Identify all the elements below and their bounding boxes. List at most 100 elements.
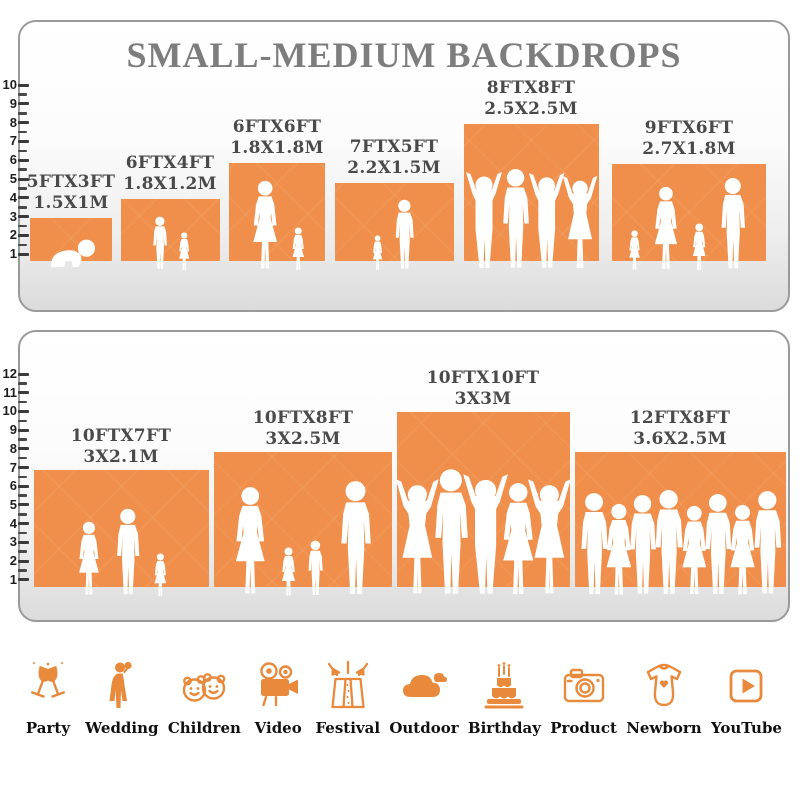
size-m: 3X3M — [454, 389, 512, 409]
category-label: Children — [167, 719, 241, 737]
woman-silhouette — [654, 186, 678, 269]
ruler-number: 5 — [9, 496, 17, 512]
ruler-number: 8 — [9, 440, 17, 456]
bottom-panel: 12 11 10 9 8 7 6 5 4 3 2 1 10FTX7FT 3X2.1M 10FTX8FT… — [3, 330, 792, 622]
woman-silhouette — [253, 180, 278, 269]
ruler-number: 7 — [9, 459, 17, 475]
newborn-onesie-icon — [638, 660, 690, 712]
category-product: Product — [550, 660, 617, 737]
festival-gift-icon — [322, 660, 374, 712]
category-youtube: YouTube — [711, 660, 782, 737]
girl-silhouette — [292, 227, 305, 270]
backdrop-5ftx3ft — [30, 218, 112, 267]
ruler-tick — [18, 400, 27, 404]
size-m: 3X2.1M — [83, 447, 159, 467]
ruler-tick — [18, 456, 27, 460]
ruler-tick — [18, 187, 27, 190]
ruler-tick — [18, 419, 27, 423]
ruler-tick — [18, 382, 27, 385]
girl-silhouette — [282, 547, 296, 596]
ruler-number: 12 — [2, 366, 17, 381]
backdrop-size-label: 5FTX3FT 1.5X1M — [27, 172, 115, 214]
size-ft: 6FTX6FT — [232, 117, 322, 137]
ruler-tick — [18, 112, 27, 115]
ruler-tick — [18, 503, 29, 507]
woman-silhouette — [79, 521, 100, 595]
top-panel: SMALL-MEDIUM BACKDROPS 10 9 8 7 6 5 4 3 2 1 5FTX3… — [3, 20, 790, 312]
category-birthday: Birthday — [468, 660, 541, 737]
ruler-tick — [18, 158, 29, 162]
ruler-tick — [18, 438, 27, 441]
ruler-tick — [18, 121, 29, 125]
ruler-tick — [18, 466, 29, 469]
girl-silhouette — [692, 222, 706, 270]
size-ft: 12FTX8FT — [629, 408, 731, 428]
girl-silhouette — [629, 230, 640, 270]
backdrop-size-label: 10FTX10FT 3X3M — [427, 368, 540, 410]
ruler-tick — [18, 578, 29, 582]
outdoor-cloud-icon — [398, 660, 450, 712]
boy-silhouette — [153, 217, 167, 270]
man-silhouette — [721, 177, 746, 269]
birthday-cake-icon — [478, 660, 530, 712]
size-ft: 10FTX10FT — [426, 368, 540, 388]
category-label: YouTube — [710, 719, 782, 737]
size-m: 1.5X1M — [33, 193, 109, 213]
ruler-tick — [18, 531, 27, 535]
category-children: Children — [168, 660, 241, 737]
man-silhouette — [395, 199, 414, 269]
category-festival: Festival — [315, 660, 380, 737]
size-ft: 5FTX3FT — [26, 172, 116, 192]
category-label: Festival — [315, 719, 381, 737]
category-label: Newborn — [626, 719, 702, 737]
ruler-number: 4 — [9, 515, 17, 531]
figures-group — [24, 237, 118, 271]
ruler-tick — [18, 409, 29, 413]
size-m: 3X2.5M — [265, 429, 341, 449]
page-title: SMALL-MEDIUM BACKDROPS — [126, 35, 682, 75]
size-ft: 8FTX8FT — [486, 78, 576, 98]
backdrop-size-label: 10FTX7FT 3X2.1M — [71, 426, 172, 468]
ruler-tick — [18, 550, 27, 553]
size-m: 1.8X1.2M — [123, 174, 217, 194]
ruler-tick — [18, 475, 27, 479]
category-video: Video — [250, 660, 306, 737]
ruler-tick — [18, 102, 29, 106]
ruler-number: 4 — [9, 189, 17, 205]
figures-group — [569, 489, 792, 597]
ruler-tick — [18, 484, 29, 488]
ruler-number: 3 — [9, 534, 17, 550]
girl-silhouette — [154, 552, 167, 596]
category-label: Birthday — [467, 719, 541, 737]
baby-silhouette — [51, 239, 96, 267]
backdrop-9ftx6ft — [612, 164, 766, 270]
ruler-tick — [18, 139, 29, 143]
man-silhouette — [117, 508, 140, 595]
ruler-number: 7 — [9, 133, 17, 149]
ruler-tick — [18, 233, 29, 237]
dance-woman-silhouette — [562, 176, 597, 269]
category-party: Party — [20, 660, 76, 737]
ruler-tick — [18, 513, 27, 516]
ruler-number: 11 — [3, 384, 17, 400]
man-silhouette — [754, 491, 781, 594]
backdrop-6ftx4ft — [121, 199, 220, 270]
ruler-number: 9 — [9, 95, 17, 111]
figures-group — [606, 177, 772, 271]
ruler-tick — [18, 428, 29, 432]
ruler-tick — [18, 93, 27, 96]
ruler-tick — [18, 447, 29, 451]
ruler-number: 1 — [9, 246, 17, 262]
category-label: Wedding — [85, 719, 159, 737]
ruler-tick — [18, 522, 29, 526]
ruler-number: 2 — [9, 227, 17, 243]
category-label: Product — [550, 719, 617, 737]
backdrop-10ftx7ft — [34, 470, 209, 596]
ruler-tick — [18, 540, 29, 544]
category-label: Outdoor — [389, 719, 459, 737]
figures-group — [391, 468, 576, 598]
category-row: Party Wedding Children Video Festival Ou… — [20, 660, 782, 737]
ruler-number: 10 — [2, 403, 17, 419]
figures-group — [115, 216, 226, 271]
backdrop-8ftx8ft — [464, 124, 599, 269]
